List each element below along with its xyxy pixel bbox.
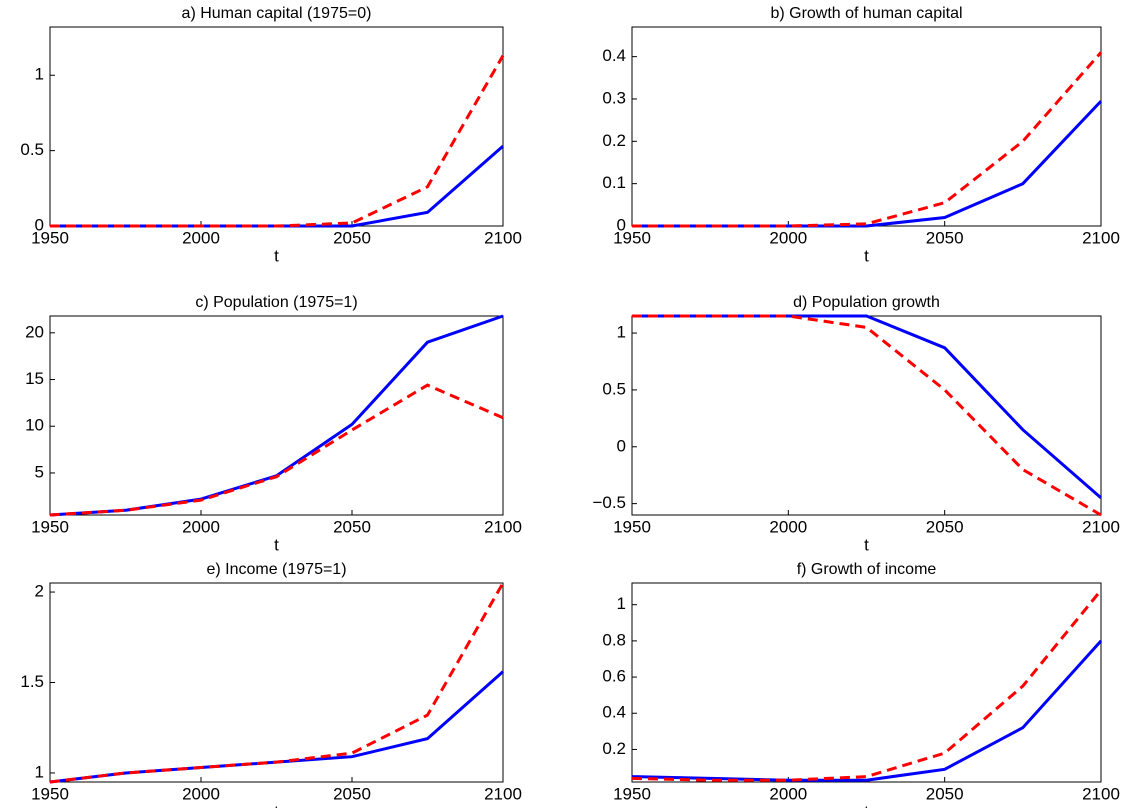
y-tick-label: 0.5 — [602, 379, 626, 398]
panel-title: b) Growth of human capital — [770, 5, 962, 22]
x-tick-label: 2000 — [769, 228, 807, 247]
line-series — [631, 639, 1103, 782]
x-tick-label: 2050 — [333, 228, 371, 247]
line-series — [49, 670, 504, 784]
x-tick-label: 2050 — [926, 517, 964, 536]
plot-area — [631, 315, 1102, 516]
line-series — [49, 582, 505, 784]
y-tick-label: 0.2 — [602, 131, 626, 150]
plot-area — [49, 26, 504, 227]
x-tick-label: 2050 — [926, 228, 964, 247]
y-tick-label: 1 — [617, 594, 626, 613]
x-tick-label: 2100 — [484, 228, 522, 247]
x-tick-label: 1950 — [613, 784, 651, 803]
x-axis-label: t — [274, 246, 279, 265]
y-tick-label: 1 — [617, 323, 626, 342]
x-tick-label: 2050 — [333, 784, 371, 803]
y-tick-label: 0.4 — [602, 46, 626, 65]
x-axis-label: t — [864, 802, 869, 808]
x-tick-label: 2000 — [769, 517, 807, 536]
y-tick-label: 0.5 — [20, 140, 44, 159]
y-tick-label: 0 — [35, 215, 44, 234]
y-tick-label: 1.5 — [20, 672, 44, 691]
plot-area — [631, 582, 1102, 783]
y-tick-label: 20 — [25, 322, 44, 341]
y-tick-label: 0.6 — [602, 667, 626, 686]
line-series — [632, 51, 1103, 228]
line-series — [632, 314, 1102, 500]
line-series — [631, 589, 1103, 782]
plot-area — [49, 582, 504, 783]
line-series — [50, 54, 505, 228]
x-axis-label: t — [864, 535, 869, 554]
x-tick-label: 2100 — [484, 784, 522, 803]
plot-area — [631, 26, 1102, 227]
panel-title: d) Population growth — [793, 294, 940, 311]
x-tick-label: 2100 — [1082, 228, 1120, 247]
panel-title: e) Income (1975=1) — [206, 561, 346, 578]
panel-title: f) Growth of income — [797, 561, 937, 578]
y-tick-label: 15 — [25, 369, 44, 388]
y-tick-label: 0 — [617, 436, 626, 455]
line-series — [50, 144, 504, 228]
y-tick-label: 0.4 — [602, 703, 626, 722]
x-tick-label: 2000 — [182, 228, 220, 247]
line-series — [49, 383, 504, 517]
panel-title: c) Population (1975=1) — [195, 294, 357, 311]
x-axis-label: t — [274, 802, 279, 808]
line-series — [632, 314, 1102, 517]
x-tick-label: 2000 — [769, 784, 807, 803]
y-tick-label: 0.1 — [602, 173, 626, 192]
y-tick-label: 10 — [25, 416, 44, 435]
x-tick-label: 2100 — [484, 517, 522, 536]
x-axis-label: t — [864, 246, 869, 265]
line-series — [49, 314, 504, 517]
y-tick-label: 5 — [35, 462, 44, 481]
y-tick-label: 2 — [35, 582, 44, 601]
x-tick-label: 1950 — [31, 784, 69, 803]
x-tick-label: 2000 — [182, 784, 220, 803]
y-tick-label: 0.2 — [602, 739, 626, 758]
x-tick-label: 2100 — [1082, 517, 1120, 536]
x-axis-label: t — [274, 535, 279, 554]
line-series — [632, 100, 1103, 228]
x-tick-label: 1950 — [31, 228, 69, 247]
x-tick-label: 2050 — [926, 784, 964, 803]
y-tick-label: 0 — [617, 215, 626, 234]
plot-area — [49, 315, 504, 516]
x-tick-label: 1950 — [613, 517, 651, 536]
y-tick-label: 1 — [35, 65, 44, 84]
x-tick-label: 1950 — [613, 228, 651, 247]
x-tick-label: 1950 — [31, 517, 69, 536]
panel-title: a) Human capital (1975=0) — [182, 5, 372, 22]
x-tick-label: 2100 — [1082, 784, 1120, 803]
y-tick-label: 0.8 — [602, 630, 626, 649]
y-tick-label: 1 — [35, 762, 44, 781]
y-tick-label: 0.3 — [602, 88, 626, 107]
x-tick-label: 2000 — [182, 517, 220, 536]
y-tick-label: −0.5 — [592, 493, 626, 512]
x-tick-label: 2050 — [333, 517, 371, 536]
